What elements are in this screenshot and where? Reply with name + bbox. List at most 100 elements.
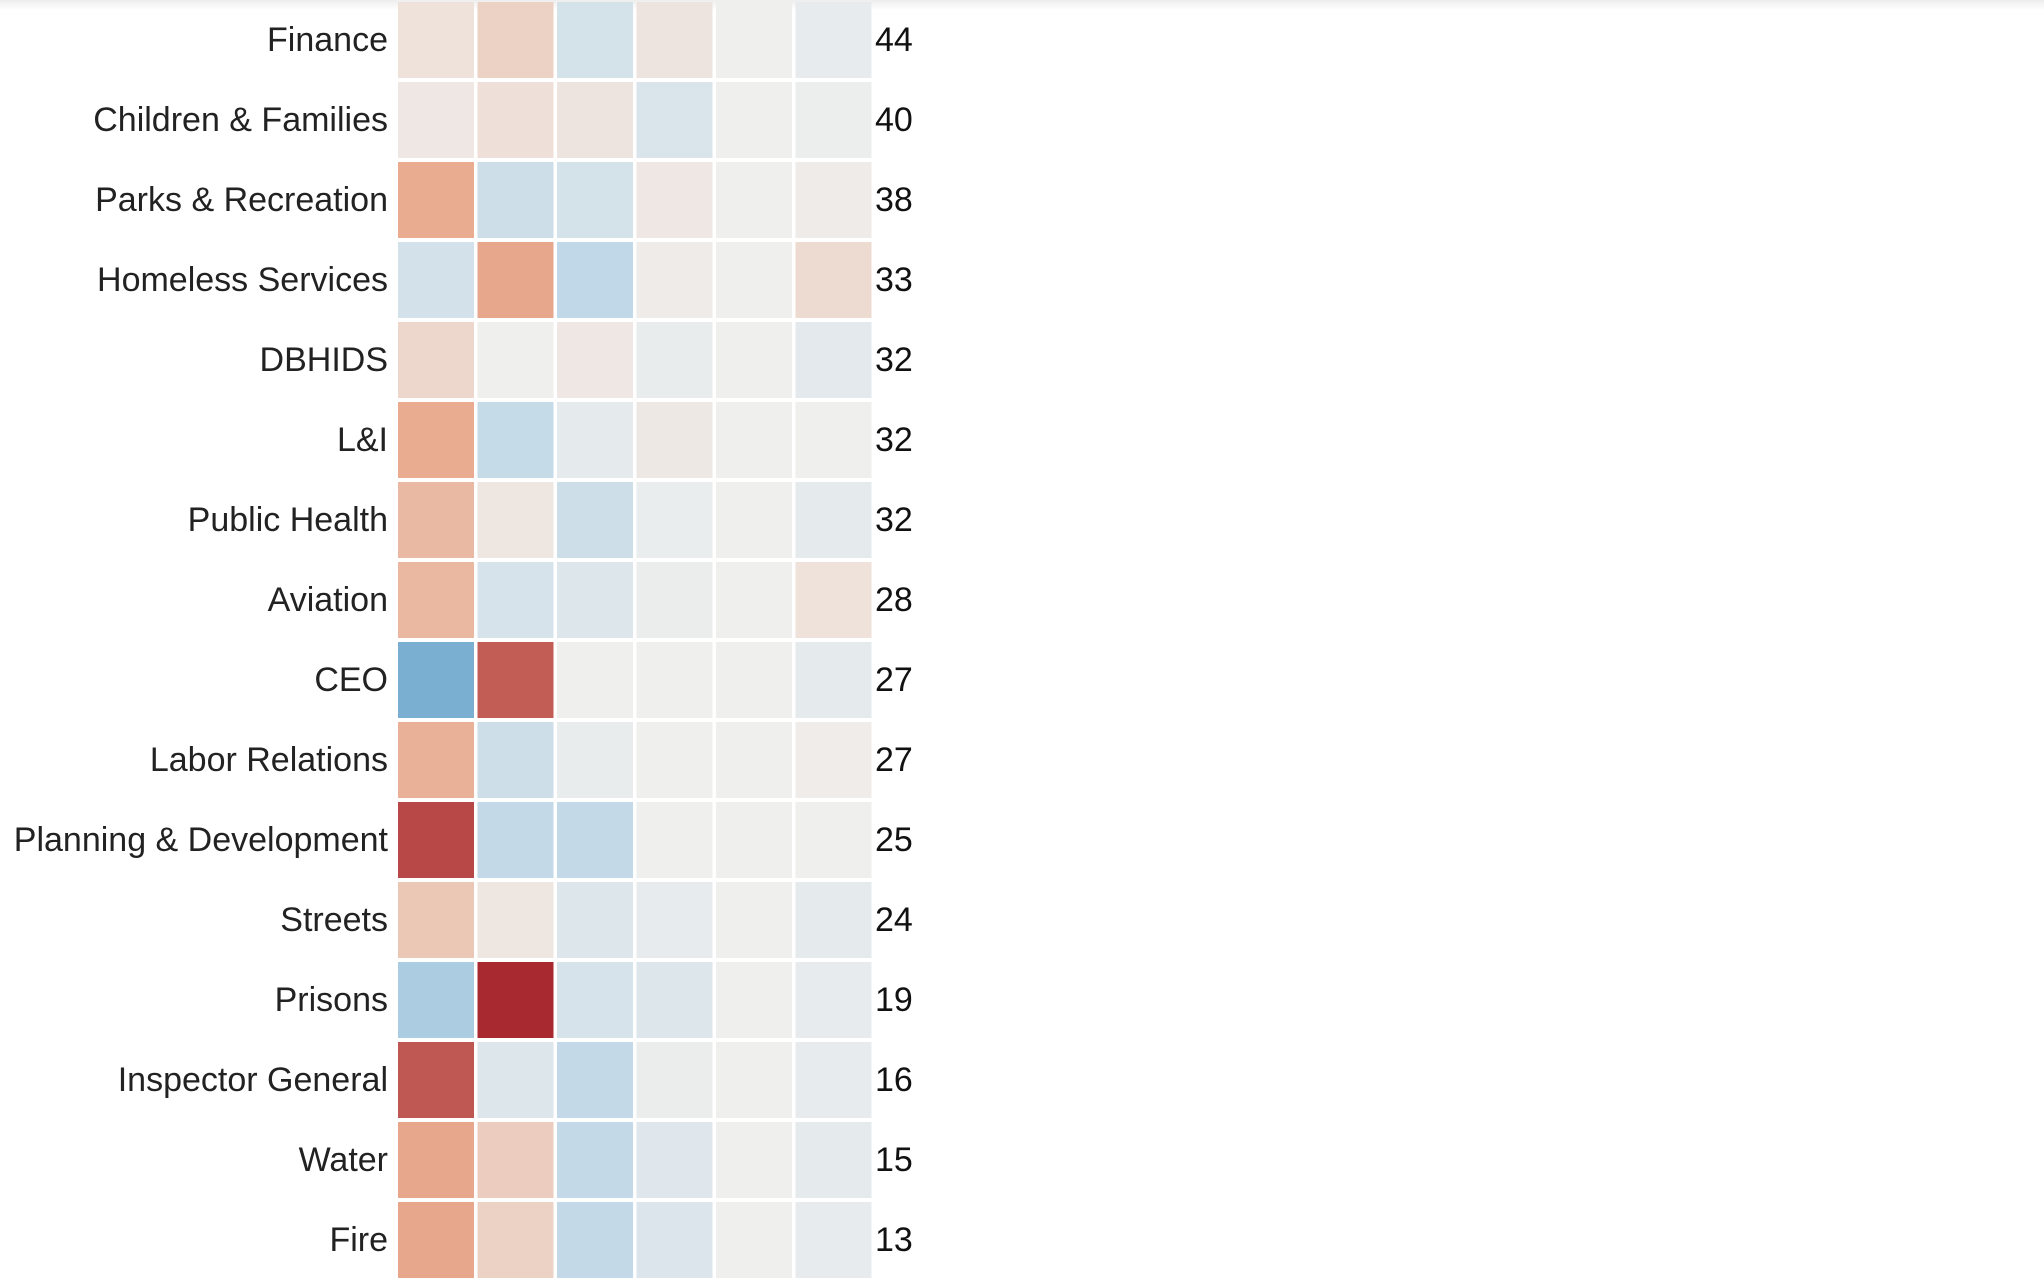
heatmap-cell <box>795 1042 872 1118</box>
heatmap-cell <box>398 482 474 558</box>
heatmap-cell <box>716 482 792 558</box>
heatmap-cell <box>557 82 633 158</box>
heatmap-cell <box>716 2 792 78</box>
heatmap-cell <box>795 82 872 158</box>
row-count: 27 <box>875 661 913 699</box>
heatmap-cell <box>557 962 633 1038</box>
heatmap-cell <box>477 2 554 78</box>
heatmap-cell <box>716 402 792 478</box>
heatmap-cell <box>795 642 872 718</box>
row-count: 24 <box>875 901 913 939</box>
heatmap-cell <box>477 482 554 558</box>
heatmap-cell <box>795 562 872 638</box>
heatmap-cell <box>716 1122 792 1198</box>
heatmap-cell <box>716 642 792 718</box>
heatmap-cell <box>557 802 633 878</box>
heatmap-cell <box>477 642 554 718</box>
heatmap-cell <box>557 2 633 78</box>
row-count: 25 <box>875 821 913 859</box>
heatmap-cell <box>477 402 554 478</box>
heatmap-cell <box>636 1042 713 1118</box>
heatmap-cell <box>795 962 872 1038</box>
heatmap-cell <box>636 162 713 238</box>
heatmap-cell <box>795 1122 872 1198</box>
row-label: Planning & Development <box>14 821 389 859</box>
heatmap-cell <box>398 802 474 878</box>
heatmap-cell <box>477 82 554 158</box>
row-label: Public Health <box>188 501 388 539</box>
row-label: DBHIDS <box>260 341 388 379</box>
heatmap-cell <box>716 242 792 318</box>
row-count: 13 <box>875 1221 913 1259</box>
heatmap-cell <box>477 562 554 638</box>
heatmap-cell <box>636 242 713 318</box>
heatmap-cell <box>477 1042 554 1118</box>
row-label: Homeless Services <box>97 261 388 299</box>
row-label: Prisons <box>275 981 388 1019</box>
heatmap-cell <box>636 802 713 878</box>
heatmap-cell <box>716 1202 792 1278</box>
heatmap-cell <box>477 802 554 878</box>
row-count: 16 <box>875 1061 913 1099</box>
heatmap-cell <box>795 1202 872 1278</box>
heatmap-cell <box>398 1202 474 1278</box>
row-count: 15 <box>875 1141 913 1179</box>
heatmap-cell <box>398 882 474 958</box>
heatmap-cell <box>557 242 633 318</box>
heatmap-cell <box>557 322 633 398</box>
row-count: 44 <box>875 21 913 59</box>
heatmap-cell <box>398 82 474 158</box>
heatmap-cell <box>398 162 474 238</box>
heatmap-cell <box>795 482 872 558</box>
heatmap-cell <box>557 642 633 718</box>
heatmap-cell <box>636 882 713 958</box>
heatmap-cell <box>557 402 633 478</box>
heatmap-cell <box>557 562 633 638</box>
row-labels: Finance Children & Families Parks & Recrea… <box>14 21 389 1259</box>
row-count: 32 <box>875 341 913 379</box>
heatmap-cell <box>398 642 474 718</box>
heatmap-cell <box>557 482 633 558</box>
row-label: Labor Relations <box>150 741 388 779</box>
heatmap-cell <box>716 322 792 398</box>
heatmap-cell <box>636 1122 713 1198</box>
row-label: Fire <box>329 1221 388 1259</box>
heatmap-cell <box>795 802 872 878</box>
row-count: 28 <box>875 581 913 619</box>
row-label: L&I <box>337 421 388 459</box>
heatmap-cell <box>636 642 713 718</box>
row-count: 27 <box>875 741 913 779</box>
heatmap-cell <box>716 82 792 158</box>
heatmap-cell <box>636 722 713 798</box>
row-label: Parks & Recreation <box>95 181 388 219</box>
row-label: Children & Families <box>93 101 388 139</box>
heatmap-cell <box>557 1202 633 1278</box>
heatmap-cell <box>716 722 792 798</box>
heatmap-cell <box>795 882 872 958</box>
row-label: Finance <box>267 21 388 59</box>
row-count: 32 <box>875 421 913 459</box>
heatmap-cell <box>795 242 872 318</box>
heatmap-cell <box>557 1042 633 1118</box>
heatmap-cell <box>716 802 792 878</box>
heatmap-cell <box>398 1122 474 1198</box>
heatmap-cell <box>557 1122 633 1198</box>
row-label: Water <box>299 1141 388 1179</box>
heatmap-cell <box>477 882 554 958</box>
top-shadow <box>0 0 2044 10</box>
row-count: 32 <box>875 501 913 539</box>
row-label: Inspector General <box>118 1061 388 1099</box>
heatmap-cell <box>557 882 633 958</box>
heatmap-cell <box>636 962 713 1038</box>
heatmap-cell <box>557 722 633 798</box>
heatmap-cell <box>398 722 474 798</box>
heatmap-cell <box>398 402 474 478</box>
heatmap-cell <box>795 402 872 478</box>
heatmap-cell <box>636 562 713 638</box>
heatmap-cell <box>636 322 713 398</box>
heatmap-cell <box>398 962 474 1038</box>
heatmap-cell <box>795 162 872 238</box>
heatmap-cell <box>477 1122 554 1198</box>
row-count: 40 <box>875 101 913 139</box>
heatmap-cell <box>398 562 474 638</box>
